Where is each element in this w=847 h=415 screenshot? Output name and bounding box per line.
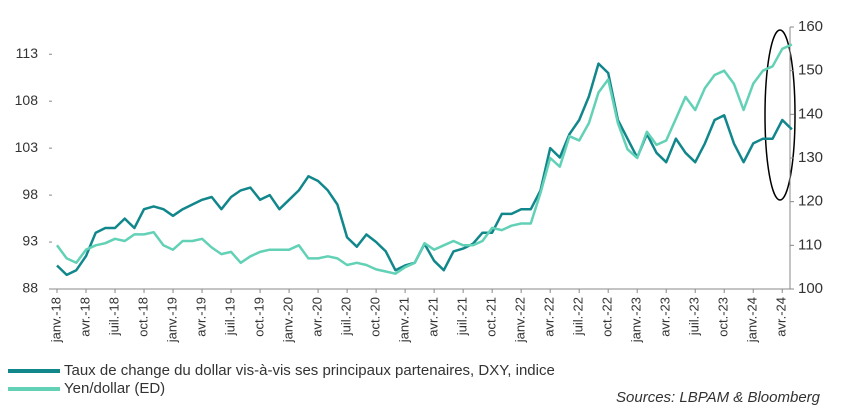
y-tick-label: 108 <box>15 92 39 108</box>
x-tick-label: avr.-18 <box>77 297 92 337</box>
x-tick-label: avr.-21 <box>426 297 441 337</box>
source: Sources: LBPAM & Bloomberg <box>616 389 821 406</box>
x-tick-label: juil.-18 <box>106 297 121 336</box>
series-line <box>55 43 793 275</box>
y2-tick-label: 160 <box>798 18 823 35</box>
x-tick-label: avr.-19 <box>193 297 208 337</box>
x-tick-label: oct.-19 <box>252 297 267 337</box>
x-tick-label: janv.-20 <box>281 297 296 343</box>
x-tick-label: oct.-23 <box>716 297 731 337</box>
x-tick-label: janv.-24 <box>745 297 760 343</box>
x-tick-label: juil.-19 <box>222 297 237 336</box>
y-tick-label: 103 <box>15 139 39 155</box>
y2-tick-label: 150 <box>798 62 823 79</box>
x-tick-label: oct.-18 <box>135 297 150 337</box>
x-tick-label: avr.-22 <box>542 297 557 337</box>
x-tick-label: janv.-22 <box>513 297 528 343</box>
legend-label: Yen/dollar (ED) <box>64 380 165 397</box>
y2-tick-label: 120 <box>798 193 823 210</box>
y-tick-label: 113 <box>16 45 39 61</box>
y2-tick-label: 130 <box>798 149 823 166</box>
x-tick-label: juil.-22 <box>571 297 586 336</box>
x-tick-label: juil.-23 <box>687 297 702 336</box>
y2-tick-label: 140 <box>798 105 823 122</box>
x-tick-label: oct.-20 <box>368 297 383 337</box>
y-tick-label: 93 <box>22 233 38 249</box>
x-tick-label: janv.-21 <box>397 297 412 343</box>
y2-tick-label: 100 <box>798 280 823 297</box>
x-tick-label: avr.-24 <box>774 297 789 337</box>
x-tick-label: janv.-19 <box>164 297 179 343</box>
x-tick-label: avr.-23 <box>658 297 673 337</box>
x-tick-label: juil.-20 <box>339 297 354 336</box>
y2-tick-label: 110 <box>798 236 822 253</box>
y-tick-label: 88 <box>22 280 38 296</box>
x-tick-label: janv.-18 <box>48 297 63 343</box>
x-tick-label: oct.-21 <box>484 297 499 337</box>
y-tick-label: 98 <box>22 186 38 202</box>
legend-label: Taux de change du dollar vis-à-vis ses p… <box>64 362 555 379</box>
x-tick-label: oct.-22 <box>600 297 615 337</box>
x-tick-label: avr.-20 <box>310 297 325 337</box>
x-tick-label: juil.-21 <box>455 297 470 336</box>
highlight-ellipse <box>764 29 796 201</box>
x-tick-label: janv.-23 <box>629 297 644 343</box>
